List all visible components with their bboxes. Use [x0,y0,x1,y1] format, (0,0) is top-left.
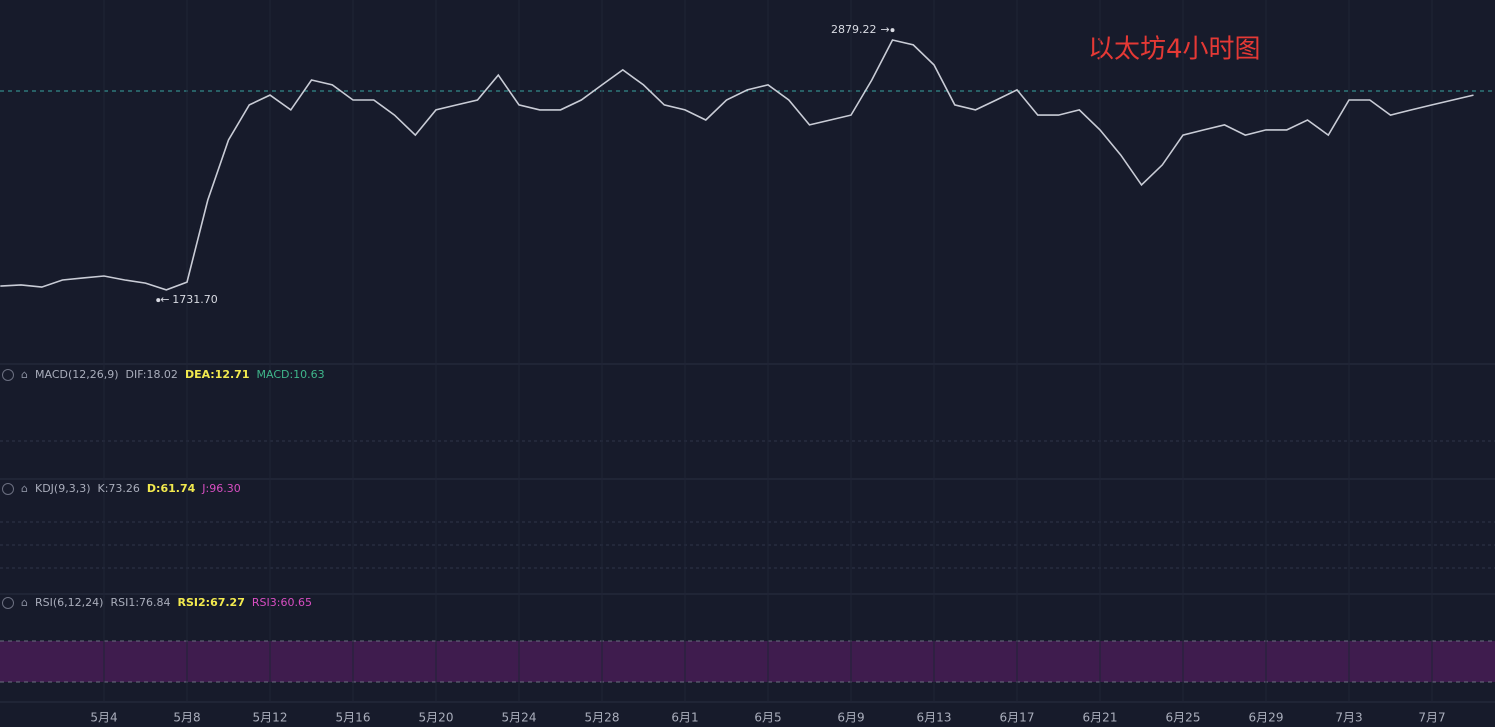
low-point [156,298,161,303]
panel-readout: J:96.30 [201,482,240,495]
high-label: 2879.22 [831,23,877,36]
low-label: 1731.70 [172,293,218,306]
panel-readout: K:73.26 [98,482,140,495]
x-tick-label: 7月7 [1418,711,1445,725]
x-tick-label: 6月29 [1249,711,1284,725]
high-point [890,28,895,33]
collapse-icon [2,369,14,381]
alert-icon: ⌂ [21,368,28,381]
x-tick-label: 5月24 [502,711,537,725]
collapse-icon [2,483,14,495]
x-tick-label: 5月8 [173,711,200,725]
panel-name: MACD(12,26,9) [35,368,119,381]
x-tick-label: 6月25 [1166,711,1201,725]
panel-readout: RSI3:60.65 [252,596,312,609]
alert-icon: ⌂ [21,596,28,609]
x-tick-label: 6月9 [837,711,864,725]
x-tick-label: 6月21 [1083,711,1118,725]
x-tick-label: 6月13 [917,711,952,725]
high-arrow: → [881,23,890,36]
x-tick-label: 5月12 [253,711,288,725]
panel-readout: RSI2:67.27 [178,596,245,609]
alert-icon: ⌂ [21,482,28,495]
chart-title: 以太坊4小时图 [1088,35,1261,65]
panel-readout: D:61.74 [147,482,196,495]
rsi-band [0,641,1495,682]
price-line [0,39,1474,291]
panel-readout: DEA:12.71 [185,368,250,381]
x-tick-label: 7月3 [1335,711,1362,725]
x-tick-label: 6月1 [671,711,698,725]
panel-readout: MACD:10.63 [257,368,325,381]
panel-name: KDJ(9,3,3) [35,482,91,495]
x-tick-label: 5月28 [585,711,620,725]
x-tick-label: 5月16 [336,711,371,725]
panel-readout: RSI1:76.84 [110,596,170,609]
x-tick-label: 6月5 [754,711,781,725]
panel-readout: DIF:18.02 [126,368,178,381]
collapse-icon [2,597,14,609]
x-tick-label: 5月20 [419,711,454,725]
x-tick-label: 5月4 [90,711,117,725]
low-arrow: ← [160,293,169,306]
x-tick-label: 6月17 [1000,711,1035,725]
panel-name: RSI(6,12,24) [35,596,103,609]
